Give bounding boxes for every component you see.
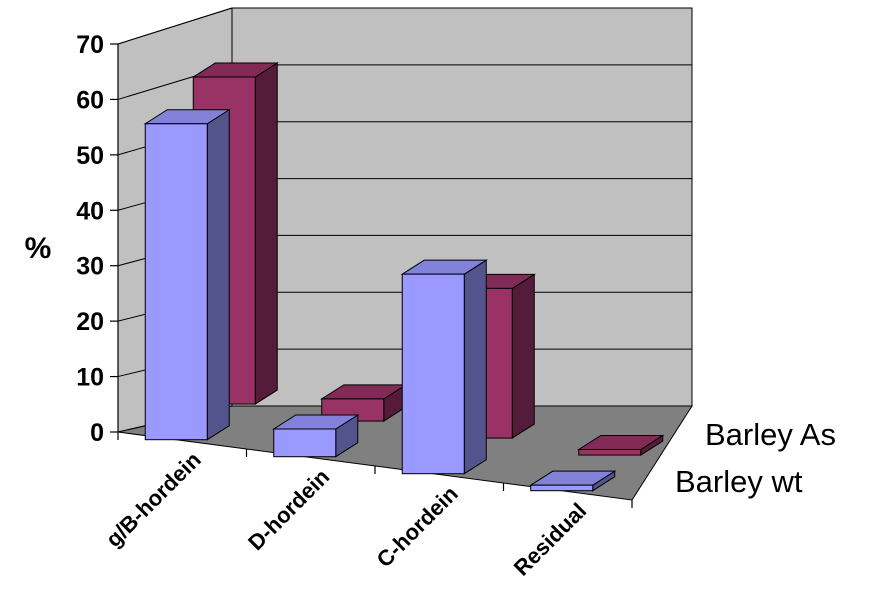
y-tick-label: 0 <box>90 419 104 447</box>
bar-side <box>206 108 230 441</box>
axis-ticks <box>110 43 633 508</box>
y-tick-label: 50 <box>76 142 104 170</box>
bar-barley-wt-residual <box>529 470 617 492</box>
legend-barley-as: Barley As <box>705 417 836 452</box>
category-label-residual: Residual <box>509 498 592 581</box>
bar-barley-wt-g-b-hordein <box>143 108 231 441</box>
bar-barley-wt-d-hordein <box>272 414 360 458</box>
y-tick-label: 40 <box>76 197 104 225</box>
y-tick-labels: 0 10 20 30 40 50 60 70 <box>76 31 104 447</box>
bar-side <box>511 273 535 439</box>
legend-barley-wt: Barley wt <box>675 464 803 499</box>
y-tick-label: 60 <box>76 86 104 114</box>
bar-front <box>144 123 208 441</box>
y-tick-label: 10 <box>76 364 104 392</box>
bar-barley-wt-c-hordein <box>400 259 488 475</box>
bars <box>143 62 665 492</box>
category-label-g-b-hordein: g/B-hordein <box>101 447 206 552</box>
bar-front <box>273 428 337 458</box>
bar-front <box>578 449 642 456</box>
y-tick-label: 20 <box>76 308 104 336</box>
bar-side <box>254 62 278 405</box>
y-axis-label: % <box>25 232 52 265</box>
bar-front <box>530 484 594 492</box>
gridline-side <box>117 7 233 45</box>
y-tick-label: 70 <box>76 31 104 59</box>
bar-barley-as-residual <box>577 434 665 456</box>
bar-front <box>401 273 465 475</box>
category-label-d-hordein: D-hordein <box>243 464 334 555</box>
bar-side <box>463 259 487 475</box>
y-tick-label: 30 <box>76 253 104 281</box>
category-label-c-hordein: C-hordein <box>372 481 463 572</box>
